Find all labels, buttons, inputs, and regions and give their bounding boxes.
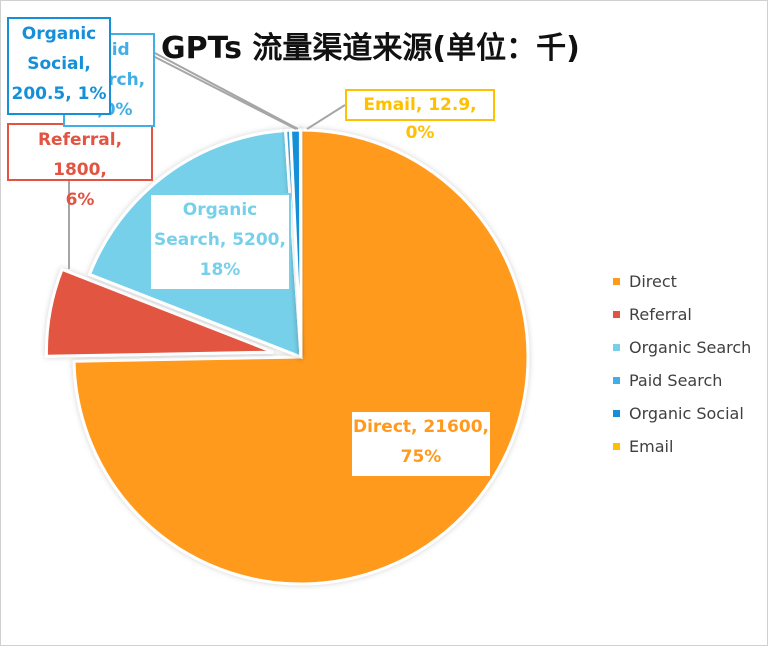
legend-swatch: [613, 344, 620, 351]
legend-swatch: [613, 410, 620, 417]
legend-item-organic-social: Organic Social: [613, 397, 751, 430]
data-label-email: Email, 12.9, 0%: [345, 89, 495, 143]
legend-label: Paid Search: [629, 371, 723, 390]
legend-swatch: [613, 377, 620, 384]
legend-item-paid-search: Paid Search: [613, 364, 751, 397]
leader-line-paid-search: [150, 54, 297, 130]
data-label-organic-search: Organic Search, 5200, 18%: [149, 193, 291, 291]
legend-swatch: [613, 278, 620, 285]
legend-label: Organic Social: [629, 404, 744, 423]
leader-line-organic-social: [150, 50, 299, 130]
data-label-direct: Direct, 21600, 75%: [350, 410, 492, 478]
legend-item-referral: Referral: [613, 298, 751, 331]
pie-slice-email: [298, 128, 303, 358]
legend-item-email: Email: [613, 430, 751, 463]
chart-title: GPTs 流量渠道来源(单位：千): [161, 31, 580, 66]
data-label-referral: Referral, 1800, 6%: [7, 123, 153, 210]
legend-swatch: [613, 311, 620, 318]
legend-item-direct: Direct: [613, 265, 751, 298]
leader-line-email: [306, 104, 346, 130]
pie-slice-referral: [44, 267, 274, 358]
legend-label: Direct: [629, 272, 677, 291]
data-label-organic-social: Organic Social, 200.5, 1%: [7, 17, 111, 115]
legend-item-organic-search: Organic Search: [613, 331, 751, 364]
legend: Direct Referral Organic Search Paid Search O…: [613, 265, 751, 463]
legend-label: Referral: [629, 305, 692, 324]
legend-swatch: [613, 443, 620, 450]
legend-label: Organic Search: [629, 338, 752, 357]
legend-label: Email: [629, 437, 674, 456]
